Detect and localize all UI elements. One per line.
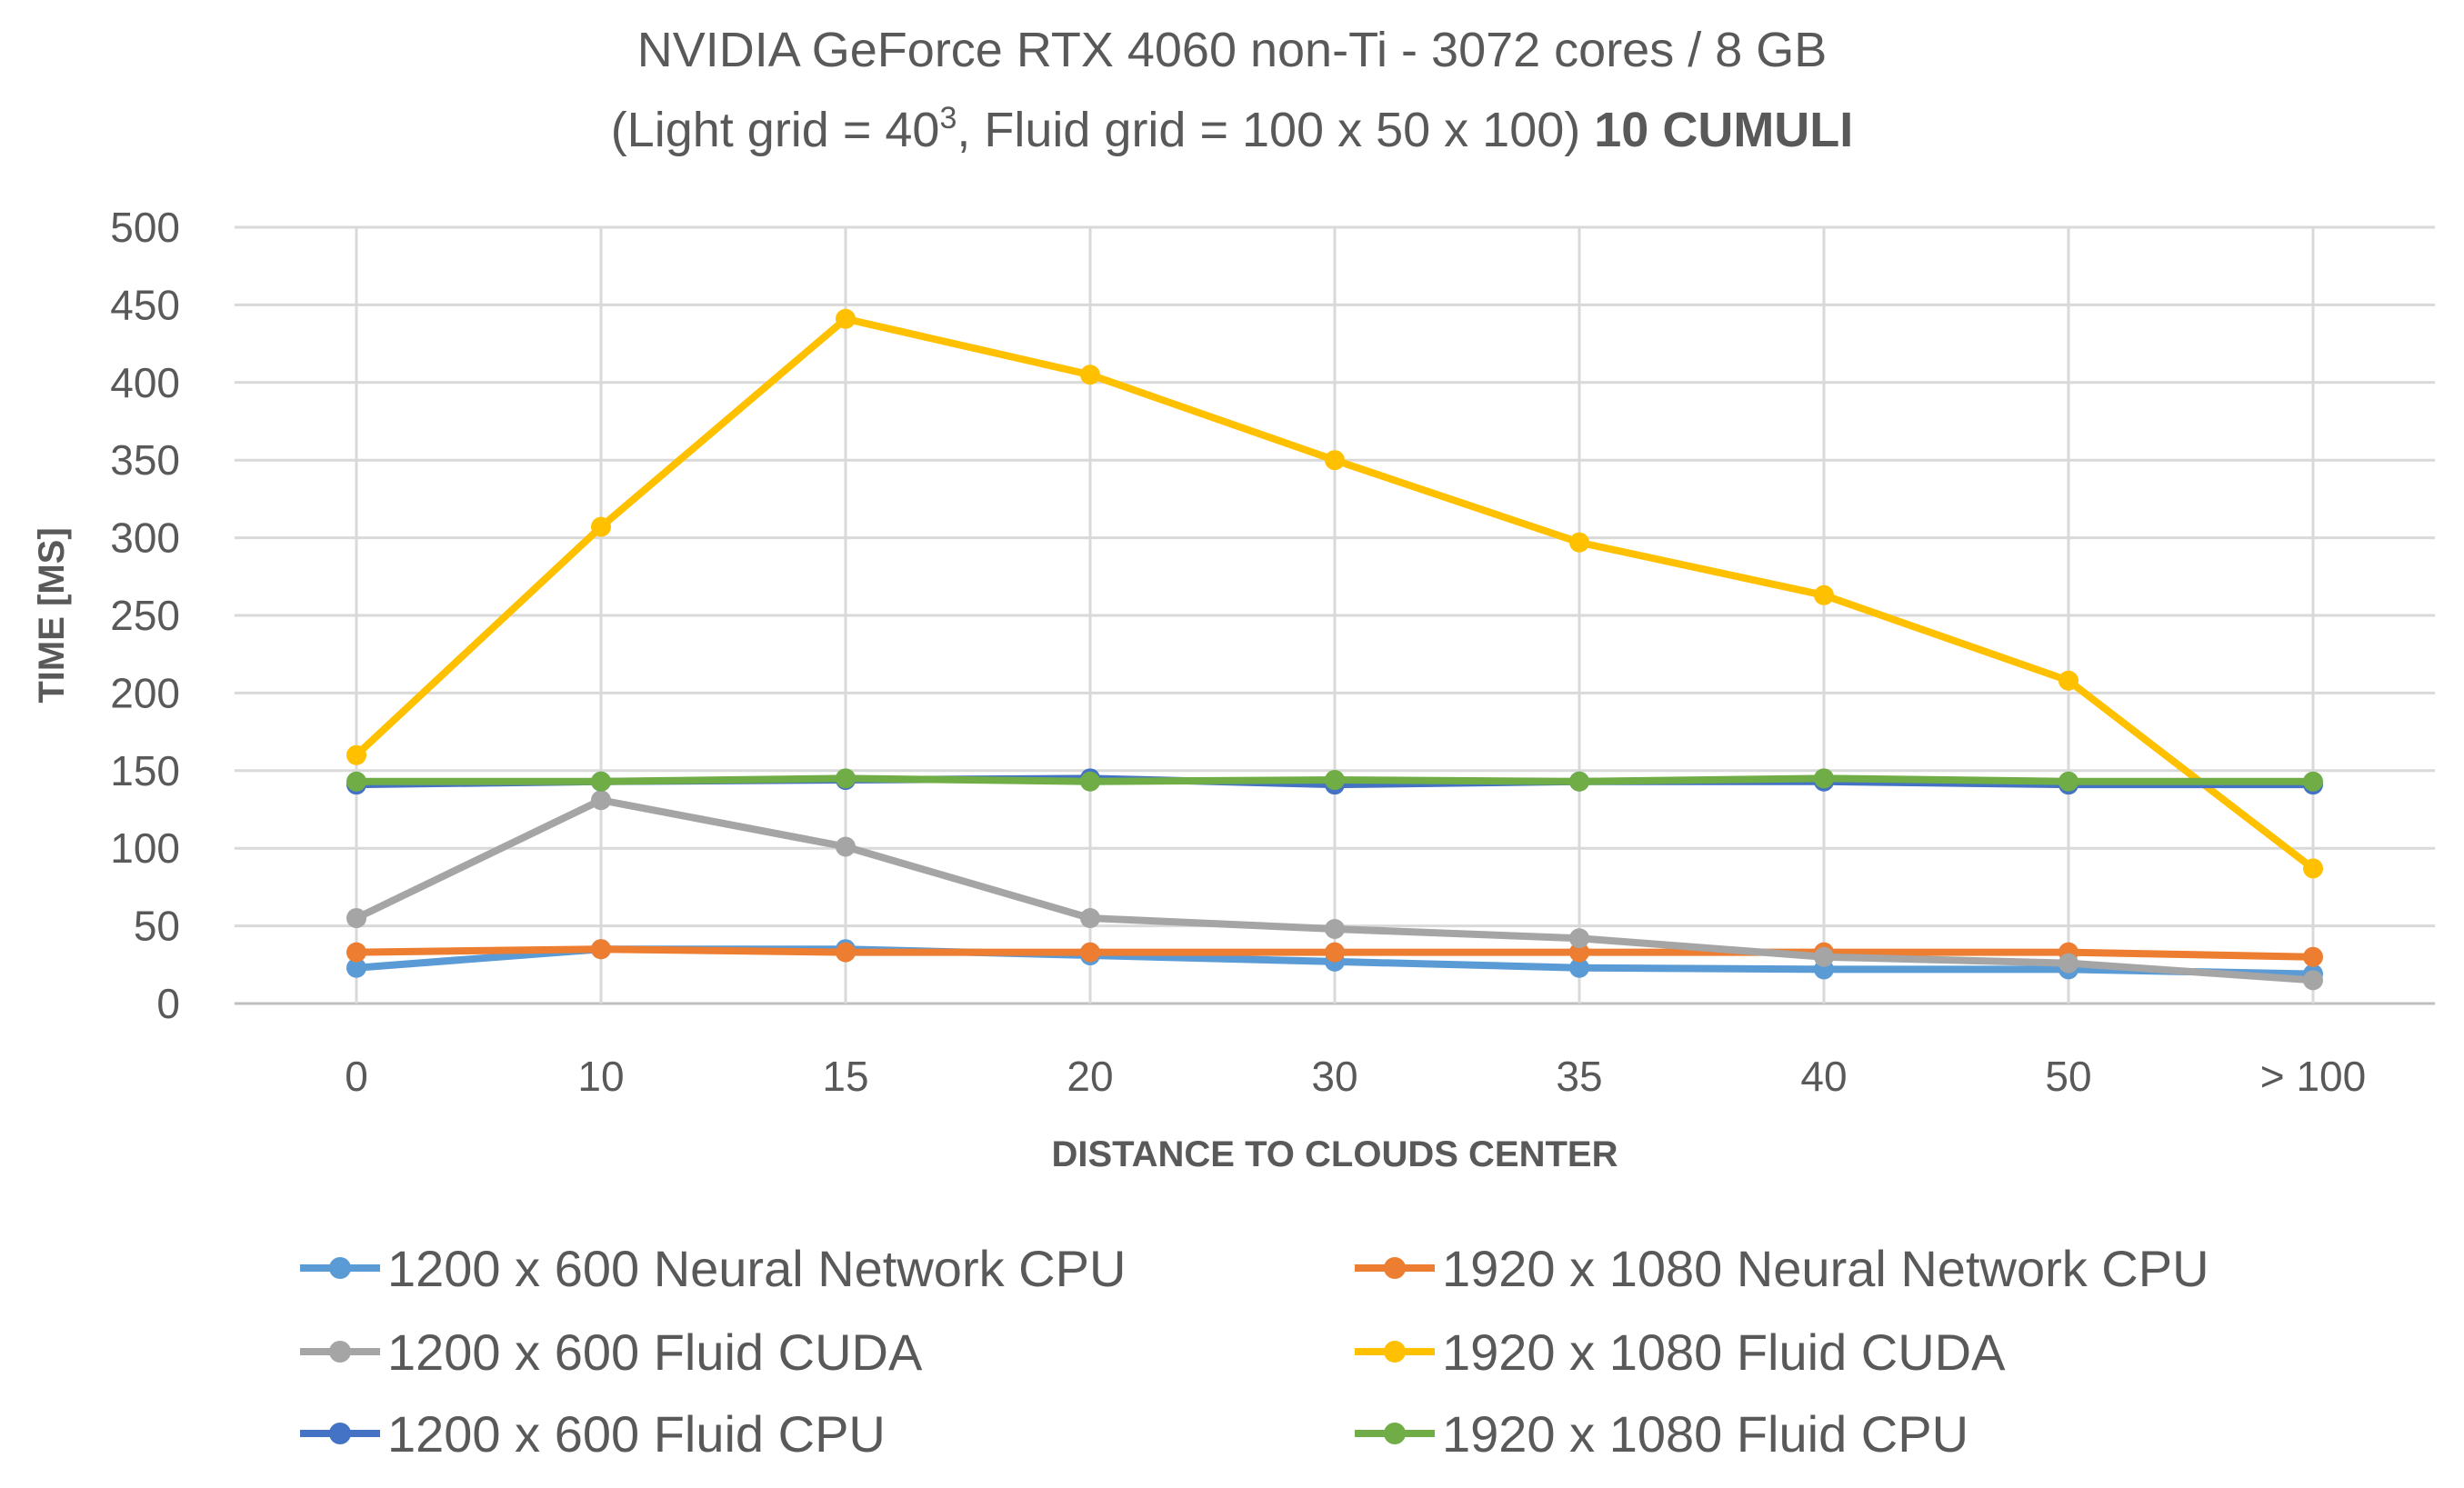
series-2-point-0 (346, 908, 366, 929)
series-5-point-1 (591, 771, 611, 792)
y-tick-label-100: 100 (110, 824, 180, 872)
series-0-point-0 (346, 957, 366, 978)
chart-title-line-2: (Light grid = 403, Fluid grid = 100 x 50… (0, 101, 2464, 158)
series-1-point-1 (591, 939, 611, 960)
legend-swatch (1355, 1415, 1435, 1452)
y-tick-label-0: 0 (156, 980, 180, 1027)
legend-swatch (300, 1333, 380, 1370)
x-axis-title: DISTANCE TO CLOUDS CENTER (1052, 1134, 1618, 1174)
x-tick-label-3: 20 (1067, 1053, 1113, 1100)
series-3 (346, 308, 2323, 879)
legend-swatch (300, 1250, 380, 1286)
series-2 (346, 790, 2323, 991)
series-5-point-2 (836, 768, 856, 789)
legend-item-1: 1920 x 1080 Neural Network CPU (1355, 1232, 2209, 1304)
chart-title-line-1: NVIDIA GeForce RTX 4060 non-Ti - 3072 co… (636, 23, 1828, 77)
series-5-point-0 (346, 771, 366, 792)
series-3-point-2 (836, 308, 856, 329)
series-5-point-3 (1080, 771, 1100, 792)
series-3-point-8 (2303, 858, 2323, 879)
x-tick-label-6: 40 (1800, 1053, 1847, 1100)
x-tick-label-0: 0 (345, 1053, 368, 1100)
series-5-point-7 (2058, 771, 2078, 792)
series-5 (346, 768, 2323, 792)
legend-label: 1200 x 600 Fluid CUDA (387, 1323, 923, 1381)
series-5-point-5 (1569, 771, 1589, 792)
y-tick-label-400: 400 (110, 359, 180, 406)
series-1-point-2 (836, 942, 856, 963)
y-tick-label-250: 250 (110, 592, 180, 639)
legend-item-3: 1920 x 1080 Fluid CUDA (1355, 1315, 2005, 1388)
legend-swatch (1355, 1250, 1435, 1286)
y-tick-label-300: 300 (110, 514, 180, 562)
series-3-point-7 (2058, 670, 2078, 691)
series-3-point-5 (1569, 532, 1589, 553)
legend-label: 1200 x 600 Neural Network CPU (387, 1239, 1127, 1297)
series-2-point-8 (2303, 970, 2323, 991)
series-1 (346, 939, 2323, 967)
legend-swatch-marker (1384, 1341, 1406, 1363)
x-tick-label-2: 15 (822, 1053, 868, 1100)
series-3-point-0 (346, 744, 366, 765)
x-tick-label-1: 10 (577, 1053, 624, 1100)
y-tick-label-150: 150 (110, 747, 180, 794)
legend-item-2: 1200 x 600 Fluid CUDA (300, 1315, 922, 1388)
series-1-point-8 (2303, 946, 2323, 967)
legend-label: 1920 x 1080 Fluid CUDA (1442, 1323, 2006, 1381)
chart-title-bold: 10 CUMULI (1594, 103, 1854, 157)
legend-label: 1920 x 1080 Neural Network CPU (1442, 1239, 2209, 1297)
legend-item-5: 1920 x 1080 Fluid CPU (1355, 1397, 1968, 1470)
series-5-point-8 (2303, 771, 2323, 792)
series-1-point-5 (1569, 942, 1589, 963)
legend-swatch-marker (329, 1341, 351, 1363)
series-1-point-3 (1080, 942, 1100, 963)
series-3-point-3 (1080, 365, 1100, 385)
legend-swatch (300, 1415, 380, 1452)
x-tick-label-4: 30 (1311, 1053, 1357, 1100)
y-tick-label-350: 350 (110, 436, 180, 484)
series-2-point-3 (1080, 908, 1100, 929)
x-tick-label-8: > 100 (2260, 1053, 2366, 1100)
series-3-point-6 (1814, 584, 1834, 605)
chart-title-prefix: (Light grid = 40 (610, 103, 940, 157)
legend-label: 1920 x 1080 Fluid CPU (1442, 1404, 1969, 1463)
series-1-point-4 (1325, 942, 1345, 963)
chart-title-middle: , Fluid grid = 100 x 50 x 100) (957, 103, 1595, 157)
series-2-point-5 (1569, 928, 1589, 949)
y-axis-title: TIME [MS] (32, 527, 72, 703)
legend-swatch-marker (329, 1257, 351, 1279)
series-5-point-6 (1814, 768, 1834, 789)
series-2-point-4 (1325, 919, 1345, 940)
legend-swatch-marker (329, 1423, 351, 1444)
y-tick-label-50: 50 (134, 903, 180, 950)
series-5-point-4 (1325, 770, 1345, 791)
y-tick-label-200: 200 (110, 669, 180, 716)
series-1-point-0 (346, 942, 366, 963)
series-3-point-1 (591, 516, 611, 537)
series-2-point-2 (836, 836, 856, 857)
legend-swatch (1355, 1333, 1435, 1370)
x-tick-label-7: 50 (2045, 1053, 2091, 1100)
series-2-point-6 (1814, 946, 1834, 967)
legend-item-4: 1200 x 600 Fluid CPU (300, 1397, 886, 1470)
chart-title-superscript: 3 (939, 101, 957, 135)
legend-label: 1200 x 600 Fluid CPU (387, 1404, 886, 1463)
series-2-point-1 (591, 790, 611, 811)
series-3-point-4 (1325, 450, 1345, 471)
legend-item-0: 1200 x 600 Neural Network CPU (300, 1232, 1126, 1304)
x-tick-label-5: 35 (1556, 1053, 1602, 1100)
y-tick-label-500: 500 (110, 204, 180, 251)
series-2-point-7 (2058, 953, 2078, 974)
y-tick-label-450: 450 (110, 281, 180, 328)
series-0-point-5 (1569, 957, 1589, 978)
legend-swatch-marker (1384, 1423, 1406, 1444)
legend-swatch-marker (1384, 1257, 1406, 1279)
